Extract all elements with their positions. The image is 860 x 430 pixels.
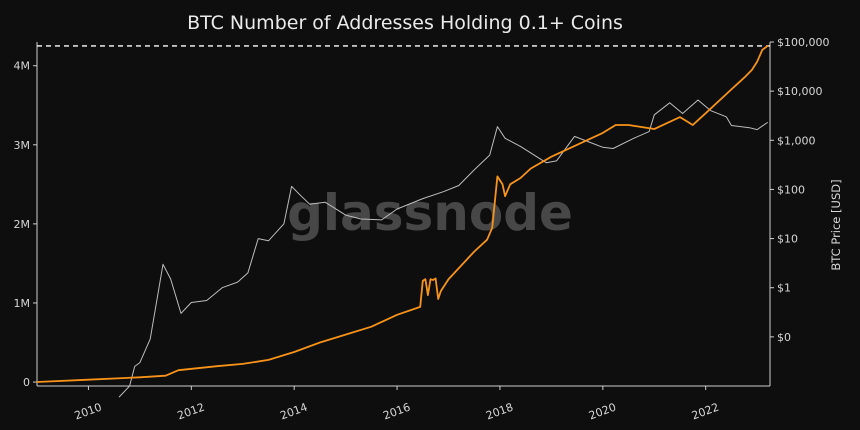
series-group bbox=[36, 45, 769, 398]
y-axis-left: 0 1M 2M 3M 4M bbox=[14, 60, 37, 389]
y-right-tick-label: $100 bbox=[777, 183, 805, 196]
series-line-addresses bbox=[36, 45, 769, 383]
y-right-tick-label: $0 bbox=[777, 331, 791, 344]
y-right-tick-label: $100,000 bbox=[777, 36, 830, 49]
y-left-tick-label: 1M bbox=[14, 297, 31, 310]
y-left-tick-label: 0 bbox=[23, 376, 30, 389]
watermark: glassnode bbox=[287, 184, 573, 242]
y-right-tick-label: $1,000 bbox=[777, 134, 816, 147]
y-left-tick-label: 2M bbox=[14, 218, 31, 231]
y-left-tick-label: 3M bbox=[14, 139, 31, 152]
y-axis-right-label: BTC Price [USD] bbox=[829, 179, 843, 270]
plot-frame bbox=[36, 42, 771, 387]
y-right-tick-label: $10,000 bbox=[777, 85, 823, 98]
y-right-tick-label: $10 bbox=[777, 233, 798, 246]
y-axis-right: $0 $1 $10 $100 $1,000 $10,000 $100,000 bbox=[770, 36, 830, 344]
y-right-tick-label: $1 bbox=[777, 282, 791, 295]
series-line-price bbox=[118, 99, 768, 398]
y-left-tick-label: 4M bbox=[14, 60, 31, 73]
chart-title: BTC Number of Addresses Holding 0.1+ Coi… bbox=[187, 12, 623, 34]
